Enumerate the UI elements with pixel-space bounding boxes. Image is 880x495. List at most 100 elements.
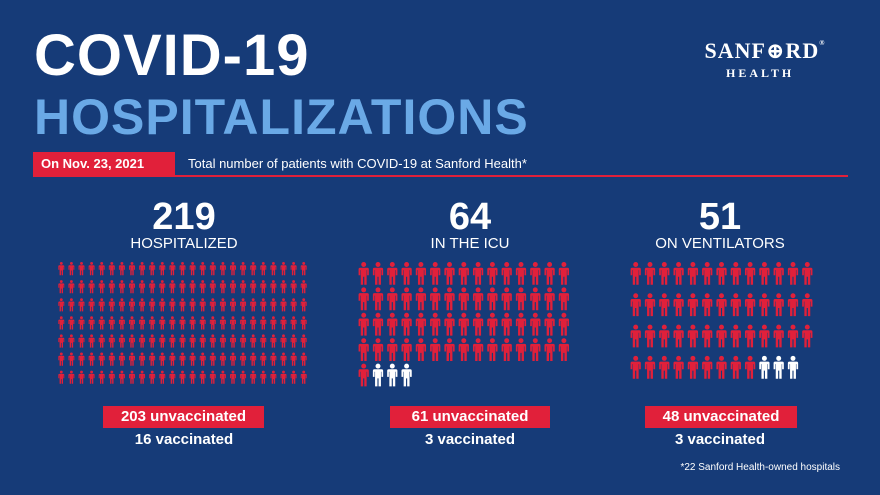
unvaccinated-person-icon (744, 293, 756, 317)
unvaccinated-person-icon (290, 352, 297, 366)
hospitalized-label: HOSPITALIZED (130, 235, 238, 252)
unvaccinated-person-icon (644, 293, 656, 317)
unvaccinated-person-icon (558, 312, 570, 336)
unvaccinated-person-icon (129, 316, 135, 330)
unvaccinated-person-icon (260, 334, 267, 348)
unvaccinated-person-icon (300, 334, 307, 348)
unvaccinated-person-icon (68, 316, 75, 330)
unvaccinated-person-icon (179, 262, 186, 276)
unvaccinated-person-icon (260, 370, 267, 384)
unvaccinated-person-icon (260, 262, 267, 276)
date-badge: On Nov. 23, 2021 (33, 152, 175, 175)
unvaccinated-person-icon (544, 287, 555, 311)
title-covid19: COVID-19 (34, 23, 310, 88)
unvaccinated-person-icon (802, 262, 813, 285)
unvaccinated-person-icon (189, 370, 196, 384)
vaccinated-person-icon (787, 355, 799, 379)
unvaccinated-person-icon (240, 352, 247, 366)
unvaccinated-person-icon (250, 280, 257, 294)
unvaccinated-person-icon (58, 352, 65, 366)
unvaccinated-person-icon (515, 338, 527, 361)
footnote: *22 Sanford Health-owned hospitals (680, 462, 840, 473)
unvaccinated-person-icon (118, 316, 125, 330)
unvaccinated-person-icon (139, 298, 146, 312)
unvaccinated-person-icon (300, 316, 307, 330)
unvaccinated-person-icon (530, 312, 541, 336)
unvaccinated-person-icon (78, 370, 85, 384)
unvaccinated-person-icon (189, 280, 196, 294)
icu-people-grid (358, 262, 570, 387)
unvaccinated-person-icon (300, 298, 307, 312)
unvaccinated-person-icon (159, 298, 166, 312)
unvaccinated-person-icon (230, 280, 236, 294)
unvaccinated-person-icon (199, 334, 206, 348)
unvaccinated-person-icon (219, 262, 226, 276)
unvaccinated-person-icon (630, 293, 641, 317)
unvaccinated-person-icon (88, 370, 95, 384)
unvaccinated-person-icon (68, 262, 75, 276)
unvaccinated-person-icon (716, 262, 727, 285)
unvaccinated-person-icon (280, 298, 287, 312)
unvaccinated-person-icon (415, 312, 427, 336)
unvaccinated-person-icon (240, 262, 247, 276)
unvaccinated-person-icon (644, 324, 656, 348)
unvaccinated-person-icon (169, 298, 176, 312)
vaccinated-person-icon (773, 355, 784, 379)
unvaccinated-person-icon (415, 262, 427, 285)
unvaccinated-person-icon (544, 312, 555, 336)
unvaccinated-person-icon (659, 293, 670, 317)
unvaccinated-person-icon (487, 287, 498, 311)
unvaccinated-person-icon (300, 262, 307, 276)
icu-number: 64 (448, 196, 492, 238)
unvaccinated-person-icon (270, 262, 277, 276)
unvaccinated-person-icon (209, 262, 216, 276)
unvaccinated-person-icon (387, 287, 398, 311)
unvaccinated-person-icon (68, 370, 75, 384)
unvaccinated-person-icon (169, 262, 176, 276)
logo-brand-text: SANF⊕RD (704, 38, 820, 63)
unvaccinated-person-icon (179, 352, 186, 366)
unvaccinated-person-icon (159, 334, 166, 348)
unvaccinated-person-icon (78, 352, 85, 366)
unvaccinated-person-icon (744, 355, 756, 379)
unvaccinated-person-icon (387, 262, 398, 285)
unvaccinated-person-icon (169, 370, 176, 384)
unvaccinated-person-icon (472, 338, 484, 361)
unvaccinated-person-icon (759, 293, 770, 317)
unvaccinated-person-icon (149, 262, 156, 276)
logo-registered: ® (819, 39, 826, 47)
title-hospitalizations: HOSPITALIZATIONS (34, 89, 529, 145)
unvaccinated-person-icon (270, 280, 277, 294)
ventilators-vaccinated-text: 3 vaccinated (674, 431, 766, 448)
ventilators-label: ON VENTILATORS (655, 235, 785, 252)
unvaccinated-person-icon (118, 352, 125, 366)
unvaccinated-person-icon (673, 262, 684, 285)
unvaccinated-person-icon (702, 293, 713, 317)
unvaccinated-person-icon (430, 262, 441, 285)
unvaccinated-person-icon (149, 316, 156, 330)
unvaccinated-person-icon (659, 355, 670, 379)
unvaccinated-person-icon (759, 324, 770, 348)
unvaccinated-person-icon (159, 280, 166, 294)
unvaccinated-person-icon (558, 287, 570, 311)
unvaccinated-person-icon (702, 355, 713, 379)
unvaccinated-person-icon (129, 334, 135, 348)
unvaccinated-person-icon (260, 316, 267, 330)
unvaccinated-person-icon (444, 312, 455, 336)
unvaccinated-person-icon (230, 262, 236, 276)
unvaccinated-person-icon (280, 370, 287, 384)
unvaccinated-person-icon (179, 298, 186, 312)
unvaccinated-person-icon (219, 334, 226, 348)
unvaccinated-person-icon (773, 293, 784, 317)
unvaccinated-person-icon (802, 293, 813, 317)
unvaccinated-person-icon (673, 293, 684, 317)
unvaccinated-person-icon (149, 370, 156, 384)
unvaccinated-person-icon (139, 370, 146, 384)
unvaccinated-person-icon (250, 262, 257, 276)
unvaccinated-person-icon (98, 316, 105, 330)
unvaccinated-person-icon (118, 280, 125, 294)
unvaccinated-person-icon (179, 316, 186, 330)
unvaccinated-person-icon (240, 298, 247, 312)
unvaccinated-person-icon (230, 370, 236, 384)
unvaccinated-person-icon (108, 298, 115, 312)
